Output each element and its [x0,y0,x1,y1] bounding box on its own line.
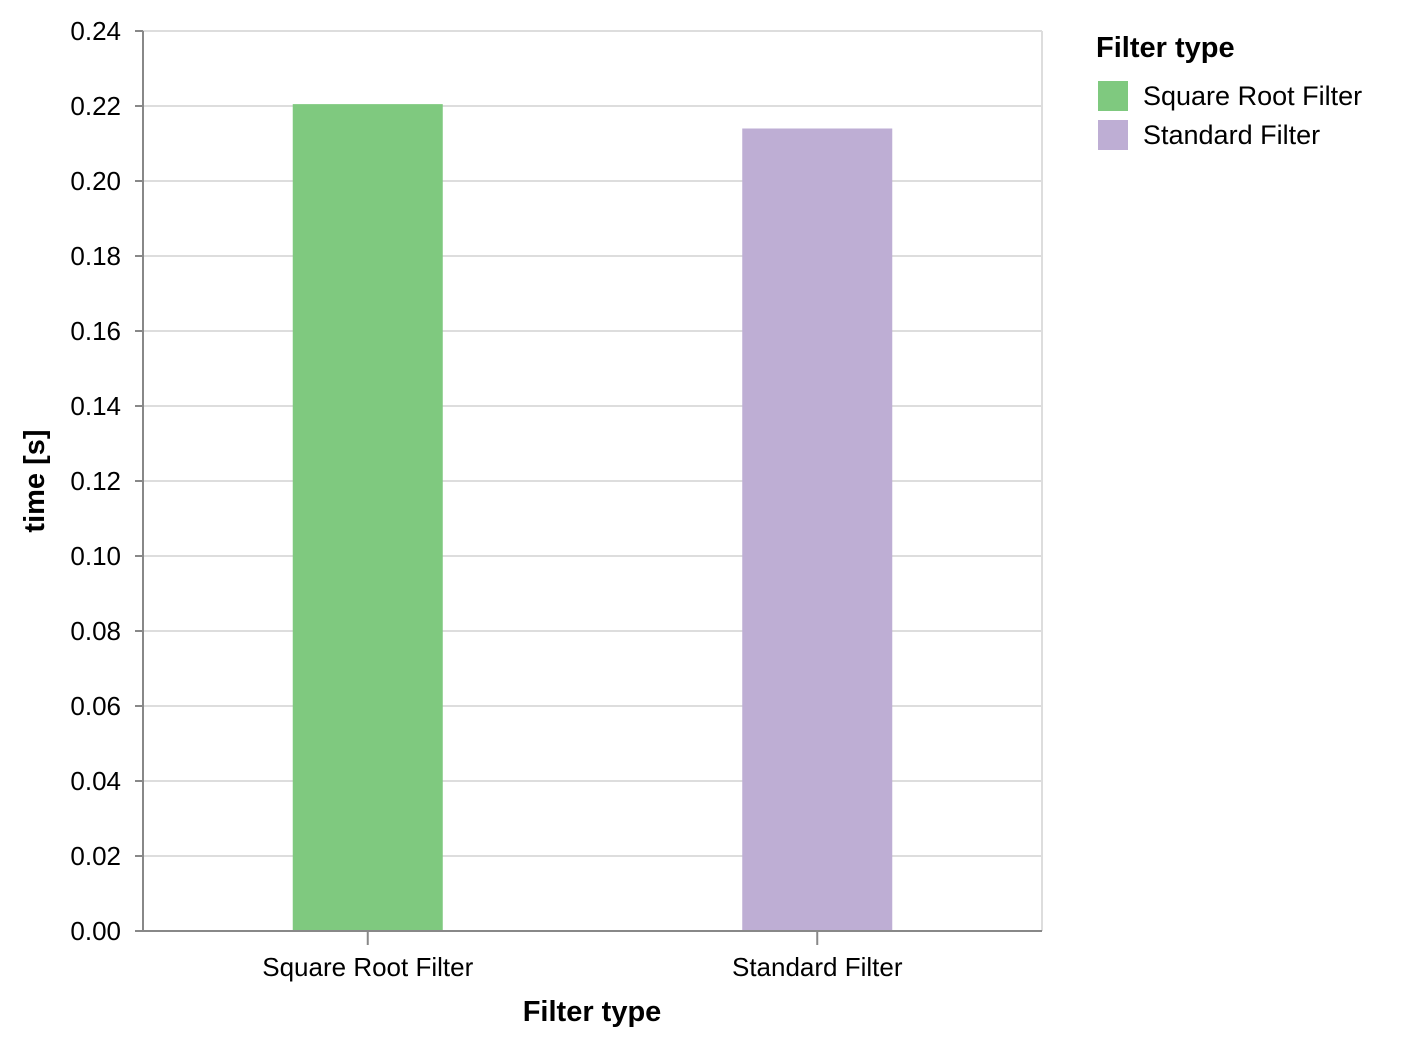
legend-swatch [1098,120,1128,150]
y-tick-label: 0.04 [70,766,121,796]
grid-lines [143,30,1043,932]
y-tick-label: 0.20 [70,166,121,196]
legend-entry-label: Square Root Filter [1143,81,1362,111]
y-tick-label: 0.18 [70,241,121,271]
y-tick-label: 0.02 [70,841,121,871]
y-axis-ticks: 0.00 0.02 0.04 0.06 0.08 0.10 0.12 0.14 0.16 0.18… [70,16,143,946]
y-tick-label: 0.16 [70,316,121,346]
x-axis-title: Filter type [523,996,662,1028]
y-tick-label: 0.14 [70,391,121,421]
legend-swatch [1098,81,1128,111]
legend-title: Filter type [1096,32,1235,64]
x-tick-label: Standard Filter [732,952,903,982]
y-tick-label: 0.24 [70,16,121,46]
y-tick-label: 0.08 [70,616,121,646]
y-axis-title: time [s] [19,429,51,532]
y-tick-label: 0.06 [70,691,121,721]
x-axis-ticks: Square Root Filter Standard Filter [262,931,903,982]
bars [292,104,893,931]
legend: Filter type Square Root Filter Standard F… [1096,32,1362,150]
y-tick-label: 0.12 [70,466,121,496]
bar-2 [742,128,893,931]
x-tick-label: Square Root Filter [262,952,473,982]
legend-entry-label: Standard Filter [1143,120,1320,150]
y-tick-label: 0.22 [70,91,121,121]
y-tick-label: 0.00 [70,916,121,946]
y-tick-label: 0.10 [70,541,121,571]
legend-entries: Square Root Filter Standard Filter [1098,81,1362,150]
bar-1 [292,104,443,931]
